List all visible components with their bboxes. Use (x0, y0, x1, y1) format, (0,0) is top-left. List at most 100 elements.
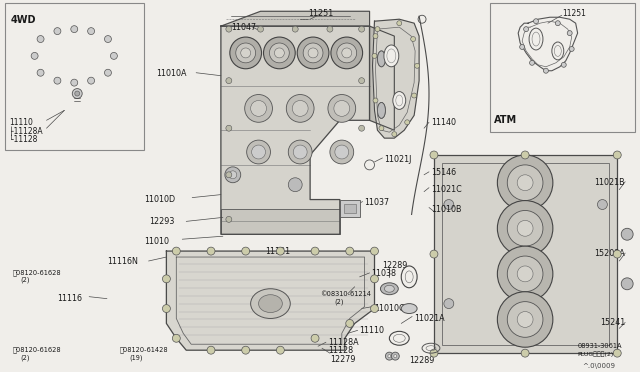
Circle shape (104, 69, 111, 76)
Ellipse shape (378, 51, 385, 67)
Circle shape (163, 305, 170, 312)
Text: 11121: 11121 (266, 247, 291, 256)
Circle shape (372, 54, 377, 58)
Circle shape (534, 19, 538, 24)
Circle shape (358, 78, 365, 84)
Circle shape (385, 352, 394, 360)
Circle shape (508, 211, 543, 246)
Ellipse shape (552, 42, 564, 60)
Text: (19): (19) (130, 354, 143, 360)
Polygon shape (372, 19, 419, 138)
Circle shape (529, 60, 534, 65)
Circle shape (71, 26, 77, 33)
Circle shape (373, 98, 378, 103)
Circle shape (226, 78, 232, 84)
Circle shape (430, 151, 438, 159)
FancyBboxPatch shape (20, 36, 134, 115)
Text: (2): (2) (335, 299, 344, 305)
Circle shape (111, 52, 117, 60)
Circle shape (556, 21, 560, 26)
Text: 11140: 11140 (431, 118, 456, 127)
Text: 11047: 11047 (231, 23, 256, 32)
Circle shape (517, 175, 533, 190)
Circle shape (75, 91, 80, 96)
Ellipse shape (529, 28, 543, 50)
Circle shape (226, 217, 232, 222)
Ellipse shape (380, 283, 398, 295)
Polygon shape (518, 17, 578, 71)
Circle shape (621, 278, 633, 290)
Ellipse shape (532, 32, 540, 46)
Circle shape (497, 292, 553, 347)
Circle shape (242, 346, 250, 354)
Circle shape (497, 246, 553, 302)
Circle shape (598, 199, 607, 209)
Circle shape (241, 48, 251, 58)
Circle shape (392, 132, 397, 137)
Circle shape (54, 77, 61, 84)
Circle shape (411, 36, 415, 42)
Ellipse shape (393, 92, 406, 109)
Circle shape (286, 94, 314, 122)
Circle shape (508, 256, 543, 292)
Circle shape (569, 46, 574, 51)
Circle shape (444, 299, 454, 308)
Text: 11116N: 11116N (107, 257, 138, 266)
Text: 08931-3061A: 08931-3061A (578, 343, 622, 349)
Ellipse shape (378, 51, 385, 67)
Bar (434, 155, 617, 353)
Circle shape (330, 140, 354, 164)
Circle shape (373, 33, 378, 39)
Circle shape (292, 26, 298, 32)
Circle shape (252, 145, 266, 159)
Circle shape (379, 126, 384, 131)
Text: 11037: 11037 (365, 198, 390, 206)
Circle shape (497, 201, 553, 256)
Text: 12293: 12293 (150, 217, 175, 227)
Circle shape (415, 63, 420, 68)
Text: (2): (2) (20, 277, 30, 283)
Bar (340, 199, 360, 217)
Circle shape (517, 220, 533, 236)
Circle shape (524, 27, 529, 32)
Circle shape (226, 125, 232, 131)
Circle shape (244, 94, 273, 122)
Circle shape (358, 26, 365, 32)
Text: 11128A: 11128A (328, 338, 358, 347)
Circle shape (561, 62, 566, 67)
Circle shape (371, 275, 378, 283)
Circle shape (163, 275, 170, 283)
Text: 11021B: 11021B (595, 178, 625, 187)
Circle shape (346, 320, 354, 327)
Circle shape (497, 155, 553, 211)
Circle shape (328, 94, 356, 122)
Ellipse shape (259, 295, 282, 312)
Circle shape (226, 172, 232, 178)
Circle shape (31, 52, 38, 60)
Circle shape (293, 145, 307, 159)
Circle shape (517, 311, 533, 327)
Circle shape (520, 45, 525, 49)
Circle shape (264, 37, 295, 69)
Circle shape (331, 37, 363, 69)
Circle shape (257, 26, 264, 32)
Polygon shape (221, 11, 369, 26)
Text: └11128: └11128 (9, 135, 37, 144)
Text: PLUGプラグ(2): PLUGプラグ(2) (578, 351, 614, 357)
Circle shape (388, 355, 391, 357)
Text: 12279: 12279 (330, 355, 355, 364)
Text: 12289: 12289 (409, 356, 435, 365)
Text: (2): (2) (20, 354, 30, 360)
Text: 11010B: 11010B (431, 205, 461, 214)
Circle shape (508, 165, 543, 201)
Circle shape (172, 334, 180, 342)
Circle shape (517, 266, 533, 282)
Circle shape (371, 247, 378, 255)
Circle shape (521, 151, 529, 159)
Text: 15208A: 15208A (595, 249, 625, 258)
Ellipse shape (387, 49, 396, 63)
Circle shape (269, 43, 289, 63)
Circle shape (337, 43, 356, 63)
Circle shape (404, 120, 410, 125)
Circle shape (613, 349, 621, 357)
